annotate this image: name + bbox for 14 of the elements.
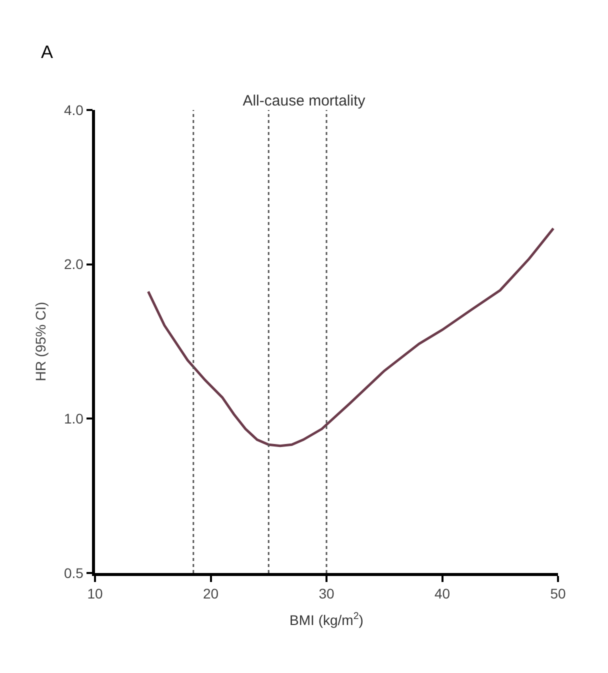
text: A xyxy=(41,42,54,62)
y-axis-title: HR (95% CI) xyxy=(32,302,49,382)
x-axis-title: BMI (kg/m$^{2}$) xyxy=(290,610,364,628)
chart-title: All-cause mortality xyxy=(242,92,366,110)
x-tick-label: 20 xyxy=(202,586,219,602)
x-tick-label: 40 xyxy=(434,586,450,602)
y-tick-label: 2.0 xyxy=(64,256,84,272)
x-tick-label: 30 xyxy=(318,586,334,602)
y-tick-label: 4.0 xyxy=(64,102,84,118)
x-tick-label: 50 xyxy=(550,586,566,602)
y-tick-label: 0.5 xyxy=(64,564,84,581)
line-series xyxy=(146,227,555,448)
x-tick-label: 10 xyxy=(87,586,103,602)
y-tick-label: 1.0 xyxy=(64,410,84,427)
